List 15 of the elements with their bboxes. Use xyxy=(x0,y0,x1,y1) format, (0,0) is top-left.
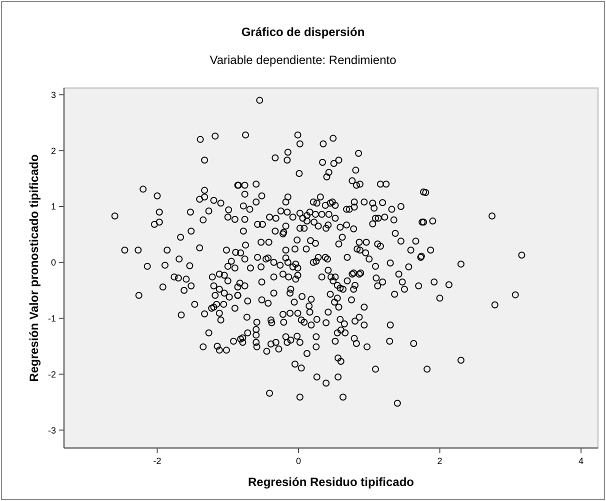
x-axis-title: Regresión Residuo tipificado xyxy=(248,475,414,489)
y-tick-label: 2 xyxy=(50,146,56,156)
chart-title: Gráfico de dispersión xyxy=(241,25,365,39)
y-tick-label: -2 xyxy=(48,369,56,380)
y-tick-label: 0 xyxy=(50,258,56,268)
x-tick-label: 2 xyxy=(437,456,442,466)
y-tick-label: 1 xyxy=(50,202,56,212)
x-tick-label: 4 xyxy=(578,456,584,466)
x-tick-label: -2 xyxy=(153,456,162,466)
y-axis-title: Regresión Valor pronosticado tipificado xyxy=(27,154,41,382)
y-tick-label: -3 xyxy=(48,425,56,436)
chart-subtitle: Variable dependiente: Rendimiento xyxy=(210,53,397,67)
x-tick-label: 0 xyxy=(296,456,302,466)
y-tick-label: -1 xyxy=(48,313,56,324)
y-tick-label: 3 xyxy=(50,90,56,100)
